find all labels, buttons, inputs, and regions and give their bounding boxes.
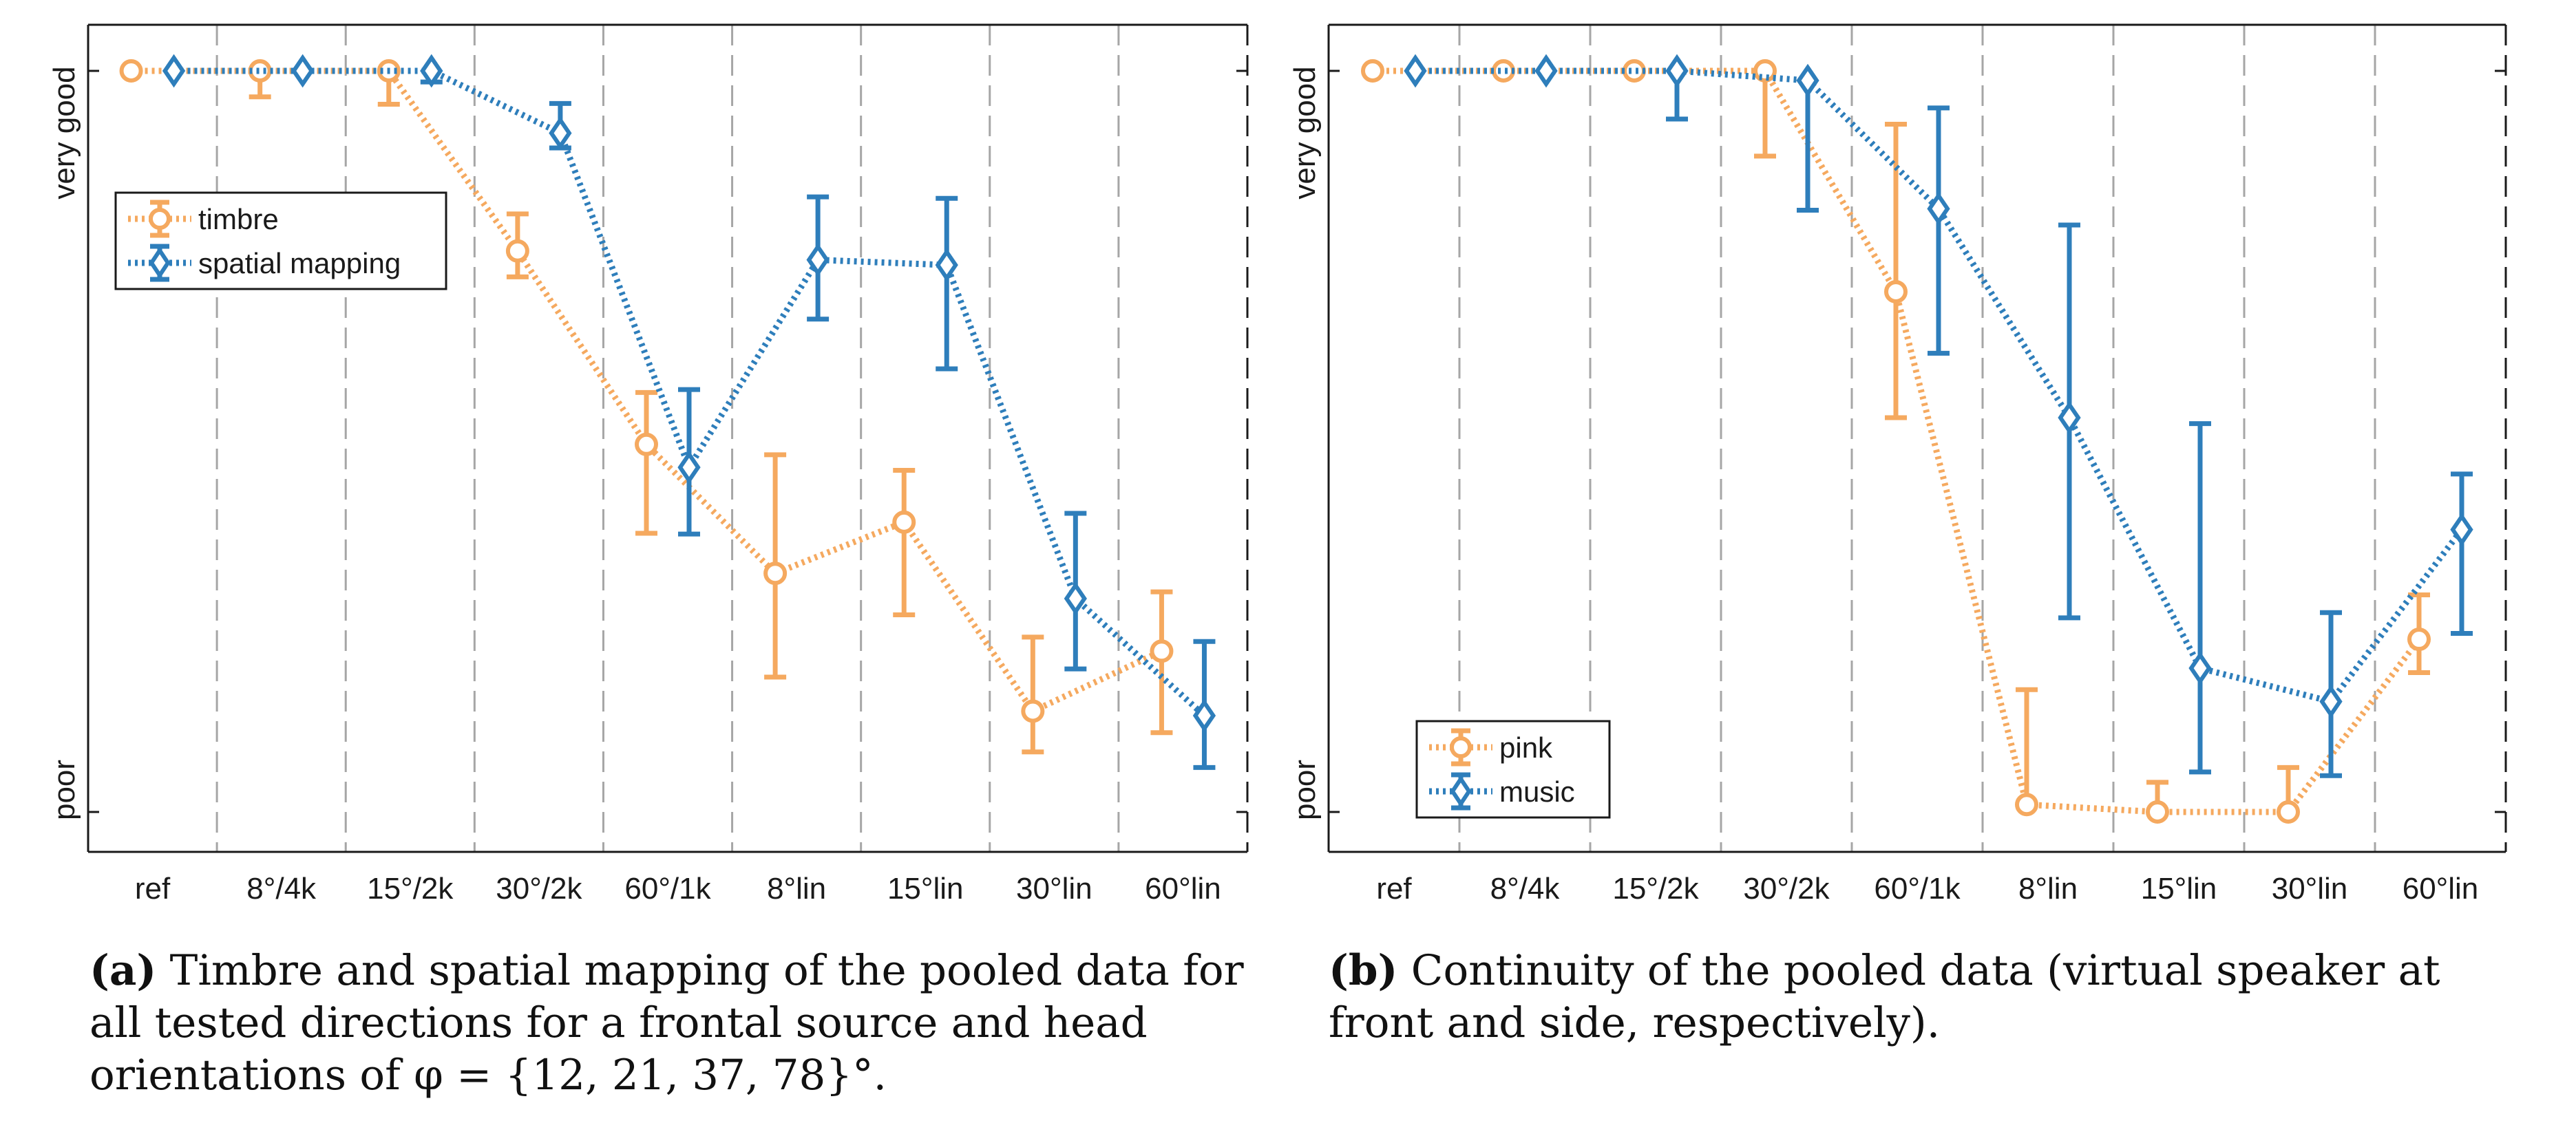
- panel-b-legend-label: music: [1499, 775, 1575, 808]
- panel-b-plot-area: [1329, 25, 2506, 852]
- panel-b-point-music: [2058, 400, 2081, 435]
- panel-a-point-spatial-mapping: [291, 54, 315, 88]
- panel-b-point-pink: [1492, 59, 1515, 83]
- panel-a-xtick-label: 15°lin: [887, 872, 964, 906]
- panel-a-point-spatial-mapping: [549, 116, 572, 150]
- panel-a-point-timbre: [119, 59, 143, 83]
- panel-b-xtick-label: ref: [1376, 872, 1412, 906]
- panel-a-point-timbre: [505, 239, 529, 263]
- panel-b-point-pink: [1623, 59, 1646, 83]
- panel-a-point-spatial-mapping: [806, 243, 830, 277]
- panel-b-ytick-label-bottom: poor: [1288, 760, 1322, 820]
- panel-a-plot-area: [88, 25, 1247, 852]
- panel-b-xtick-label: 60°lin: [2403, 872, 2479, 906]
- panel-b-point-music: [2319, 685, 2343, 718]
- panel-b-point-music: [2450, 513, 2473, 546]
- panel-a-point-spatial-mapping: [677, 450, 701, 484]
- panel-b-xtick-label: 30°/2k: [1743, 872, 1830, 906]
- panel-a-xtick-label: 8°/4k: [246, 872, 317, 906]
- panel-a-xtick-label: 60°/1k: [624, 872, 711, 906]
- panel-a-ytick-label-top: very good: [47, 66, 81, 199]
- panel-b-point-music: [1665, 54, 1689, 88]
- panel-a-xtick-label: ref: [135, 872, 171, 906]
- panel-a-point-spatial-mapping: [162, 54, 186, 88]
- panel-a-legend-marker: [149, 208, 171, 230]
- panel-a-point-timbre: [635, 432, 658, 456]
- panel-a-point-timbre: [1150, 639, 1174, 663]
- panel-b-point-music: [2188, 651, 2212, 685]
- panel-b-legend-marker: [1450, 736, 1472, 758]
- panel-b-legend-label: pink: [1499, 731, 1553, 764]
- panel-a-point-spatial-mapping: [1192, 698, 1216, 733]
- panel-b-chart: very good poor ref 8°/4k 15°/2k 30°/2k 60°/1k 8…: [1288, 23, 2507, 906]
- panel-b-point-pink: [1884, 279, 1908, 303]
- panel-a-legend: [114, 191, 447, 290]
- panel-b-series-line-music: [1415, 67, 2464, 705]
- panel-a-xtick-label: 30°/2k: [496, 872, 582, 906]
- panel-a-legend-label: timbre: [198, 203, 279, 235]
- panel-a-xtick-label: 15°/2k: [367, 872, 454, 906]
- panel-a-legend-marker: [149, 246, 171, 279]
- panel-b-point-music: [1404, 54, 1427, 88]
- caption-a: (a) Timbre and spatial mapping of the po…: [89, 945, 1260, 1102]
- caption-a-text: Timbre and spatial mapping of the pooled…: [89, 946, 1244, 1100]
- panel-b-ytick-label-top: very good: [1288, 66, 1322, 199]
- panel-b-point-pink: [1361, 59, 1384, 83]
- panel-b-point-pink: [2277, 800, 2300, 824]
- caption-b-label: (b): [1329, 946, 1398, 995]
- panel-a-xtick-label: 30°lin: [1016, 872, 1092, 906]
- panel-b-point-music: [1534, 54, 1558, 88]
- panel-a-point-timbre: [892, 510, 916, 534]
- panel-a-xtick-label: 60°lin: [1145, 872, 1221, 906]
- panel-b-xtick-label: 8°/4k: [1490, 872, 1561, 906]
- panel-a-point-timbre: [763, 561, 788, 586]
- panel-b-xtick-label: 30°lin: [2272, 872, 2348, 906]
- panel-b-point-pink: [2407, 628, 2431, 652]
- panel-a-point-spatial-mapping: [935, 248, 958, 282]
- panel-b-xtick-label: 8°lin: [2018, 872, 2078, 906]
- caption-b: (b) Continuity of the pooled data (virtu…: [1329, 945, 2554, 1049]
- panel-a-point-timbre: [248, 59, 272, 83]
- panel-a-xtick-label: 8°lin: [767, 872, 826, 906]
- panel-b-xtick-label: 15°lin: [2141, 872, 2217, 906]
- caption-a-label: (a): [89, 946, 157, 995]
- panel-a-point-spatial-mapping: [420, 54, 443, 88]
- caption-b-text: Continuity of the pooled data (virtual s…: [1329, 946, 2440, 1047]
- panel-b-legend-marker: [1450, 775, 1472, 808]
- panel-a-chart: very good poor ref 8°/4k 15°/2k 30°/2k 60°/1k 8…: [47, 23, 1249, 906]
- panel-a-point-spatial-mapping: [1064, 581, 1087, 616]
- panel-b-legend: [1415, 720, 1611, 819]
- panel-b-point-music: [1796, 63, 1819, 98]
- panel-b-xtick-label: 60°/1k: [1874, 872, 1961, 906]
- panel-b-xtick-label: 15°/2k: [1612, 872, 1699, 906]
- panel-b-point-music: [1927, 192, 1950, 226]
- panel-b-point-pink: [2015, 793, 2038, 817]
- panel-b-point-pink: [2146, 800, 2169, 824]
- panel-b-point-pink: [1753, 59, 1777, 83]
- panel-a-ytick-label-bottom: poor: [47, 760, 81, 820]
- panel-a-legend-label: spatial mapping: [198, 247, 401, 279]
- panel-a-point-timbre: [1021, 699, 1045, 723]
